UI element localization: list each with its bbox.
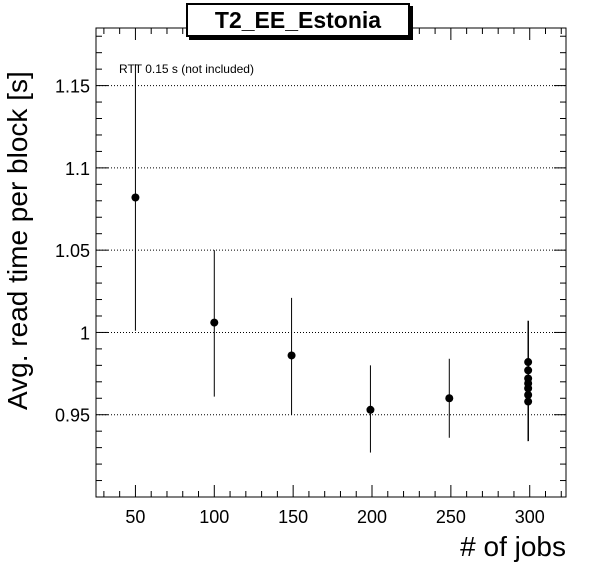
x-tick-label: 50 — [125, 507, 145, 527]
data-point — [131, 193, 140, 202]
data-points — [131, 64, 533, 453]
data-point — [366, 405, 375, 414]
x-tick-label: 200 — [357, 507, 387, 527]
data-point — [287, 351, 296, 360]
x-axis-label: # of jobs — [460, 531, 566, 562]
y-axis-label: Avg. read time per block [s] — [2, 71, 33, 410]
y-tick-label: 1.15 — [55, 77, 90, 97]
chart-title: T2_EE_Estonia — [186, 3, 410, 37]
y-tick-label: 0.95 — [55, 406, 90, 426]
y-axis-ticks: 0.95 1 1.05 1.1 1.15 — [55, 35, 566, 482]
y-tick-label: 1.05 — [55, 241, 90, 261]
y-tick-label: 1 — [80, 323, 90, 343]
rtt-annotation: RTT 0.15 s (not included) — [119, 62, 254, 76]
data-point — [524, 397, 533, 406]
y-tick-label: 1.1 — [65, 159, 90, 179]
grid-lines — [96, 85, 566, 416]
plot-frame — [95, 27, 567, 498]
x-tick-label: 300 — [515, 507, 545, 527]
x-tick-label: 250 — [436, 507, 466, 527]
data-point — [210, 318, 219, 327]
x-tick-label: 100 — [199, 507, 229, 527]
data-point — [445, 394, 454, 403]
x-tick-label: 150 — [278, 507, 308, 527]
x-axis-ticks: 50 100 150 200 250 300 — [103, 28, 562, 527]
